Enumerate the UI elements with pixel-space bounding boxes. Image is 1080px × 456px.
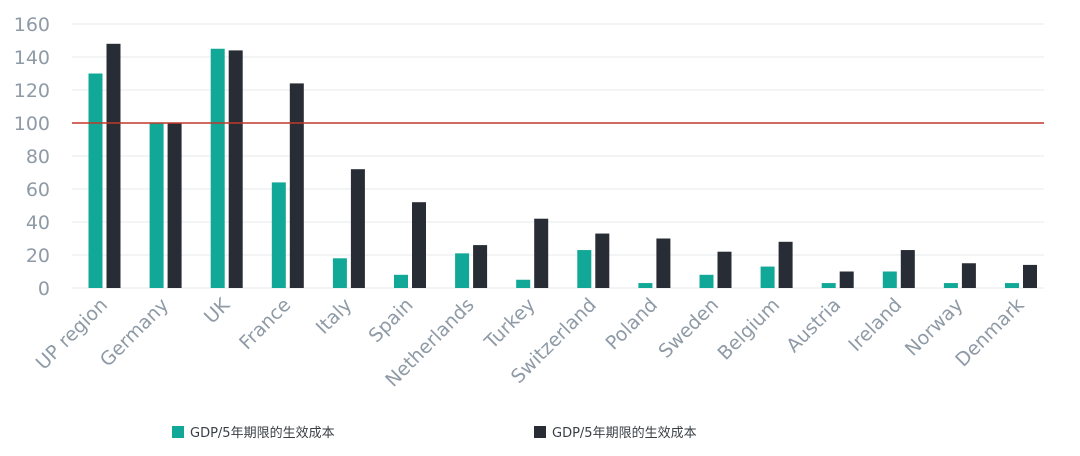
legend-label-series-2: GDP/5年期限的生效成本 xyxy=(552,425,697,441)
y-tick-label-20: 20 xyxy=(26,245,50,267)
x-tick-label-poland: Poland xyxy=(602,294,662,354)
bar-1-italy xyxy=(332,258,347,288)
bar-1-switzerland xyxy=(577,250,592,288)
x-tick-label-italy: Italy xyxy=(312,294,357,339)
bar-2-sweden xyxy=(717,251,732,288)
y-tick-label-60: 60 xyxy=(26,179,50,201)
bar-2-ireland xyxy=(900,250,915,288)
bar-2-up-region xyxy=(106,43,121,288)
y-tick-label-40: 40 xyxy=(26,212,50,234)
bar-1-uk xyxy=(210,48,225,288)
bar-1-ireland xyxy=(882,271,897,288)
legend-swatch-series-1 xyxy=(172,426,184,438)
bar-1-denmark xyxy=(1005,283,1019,288)
bar-1-netherlands xyxy=(455,253,470,288)
bar-2-italy xyxy=(350,169,365,288)
bar-2-uk xyxy=(228,50,243,289)
bar-1-austria xyxy=(821,283,836,288)
x-tick-label-spain: Spain xyxy=(364,294,417,347)
bar-1-turkey xyxy=(516,279,531,288)
bar-1-france xyxy=(271,182,286,288)
y-tick-label-0: 0 xyxy=(38,278,50,300)
y-tick-label-120: 120 xyxy=(14,80,50,102)
bar-2-netherlands xyxy=(473,245,488,288)
y-tick-label-100: 100 xyxy=(14,113,50,135)
bar-2-france xyxy=(289,83,304,289)
bar-2-belgium xyxy=(778,241,793,288)
legend-label-series-1: GDP/5年期限的生效成本 xyxy=(190,425,335,441)
x-tick-label-france: France xyxy=(235,294,295,354)
bars-layer xyxy=(88,43,1037,289)
x-tick-label-up-region: UP region xyxy=(32,294,112,374)
bar-1-up-region xyxy=(88,73,103,288)
bar-2-poland xyxy=(656,238,671,288)
x-tick-label-belgium: Belgium xyxy=(713,294,784,365)
bar-2-switzerland xyxy=(595,233,610,288)
bar-2-spain xyxy=(412,202,426,288)
bar-1-germany xyxy=(149,123,164,288)
bar-1-spain xyxy=(394,274,408,288)
bar-2-germany xyxy=(167,123,182,288)
y-tick-label-80: 80 xyxy=(26,146,50,168)
bar-1-sweden xyxy=(699,274,714,288)
legend: GDP/5年期限的生效成本 GDP/5年期限的生效成本 xyxy=(172,425,697,441)
bar-2-austria xyxy=(839,271,854,288)
bar-1-norway xyxy=(943,283,958,288)
y-axis: 0 20 40 60 80 100 120 140 160 xyxy=(14,14,50,300)
y-tick-label-160: 160 xyxy=(14,14,50,36)
bar-1-poland xyxy=(638,283,653,288)
bar-1-belgium xyxy=(760,266,775,288)
x-tick-label-ireland: Ireland xyxy=(844,294,906,356)
bar-2-norway xyxy=(961,263,976,288)
legend-swatch-series-2 xyxy=(534,426,546,438)
bar-2-turkey xyxy=(534,218,549,288)
bar-2-denmark xyxy=(1023,264,1037,288)
x-tick-label-sweden: Sweden xyxy=(654,294,723,363)
x-tick-label-austria: Austria xyxy=(782,294,845,357)
x-tick-label-turkey: Turkey xyxy=(480,294,540,354)
x-tick-label-uk: UK xyxy=(200,294,235,329)
y-tick-label-140: 140 xyxy=(14,47,50,69)
